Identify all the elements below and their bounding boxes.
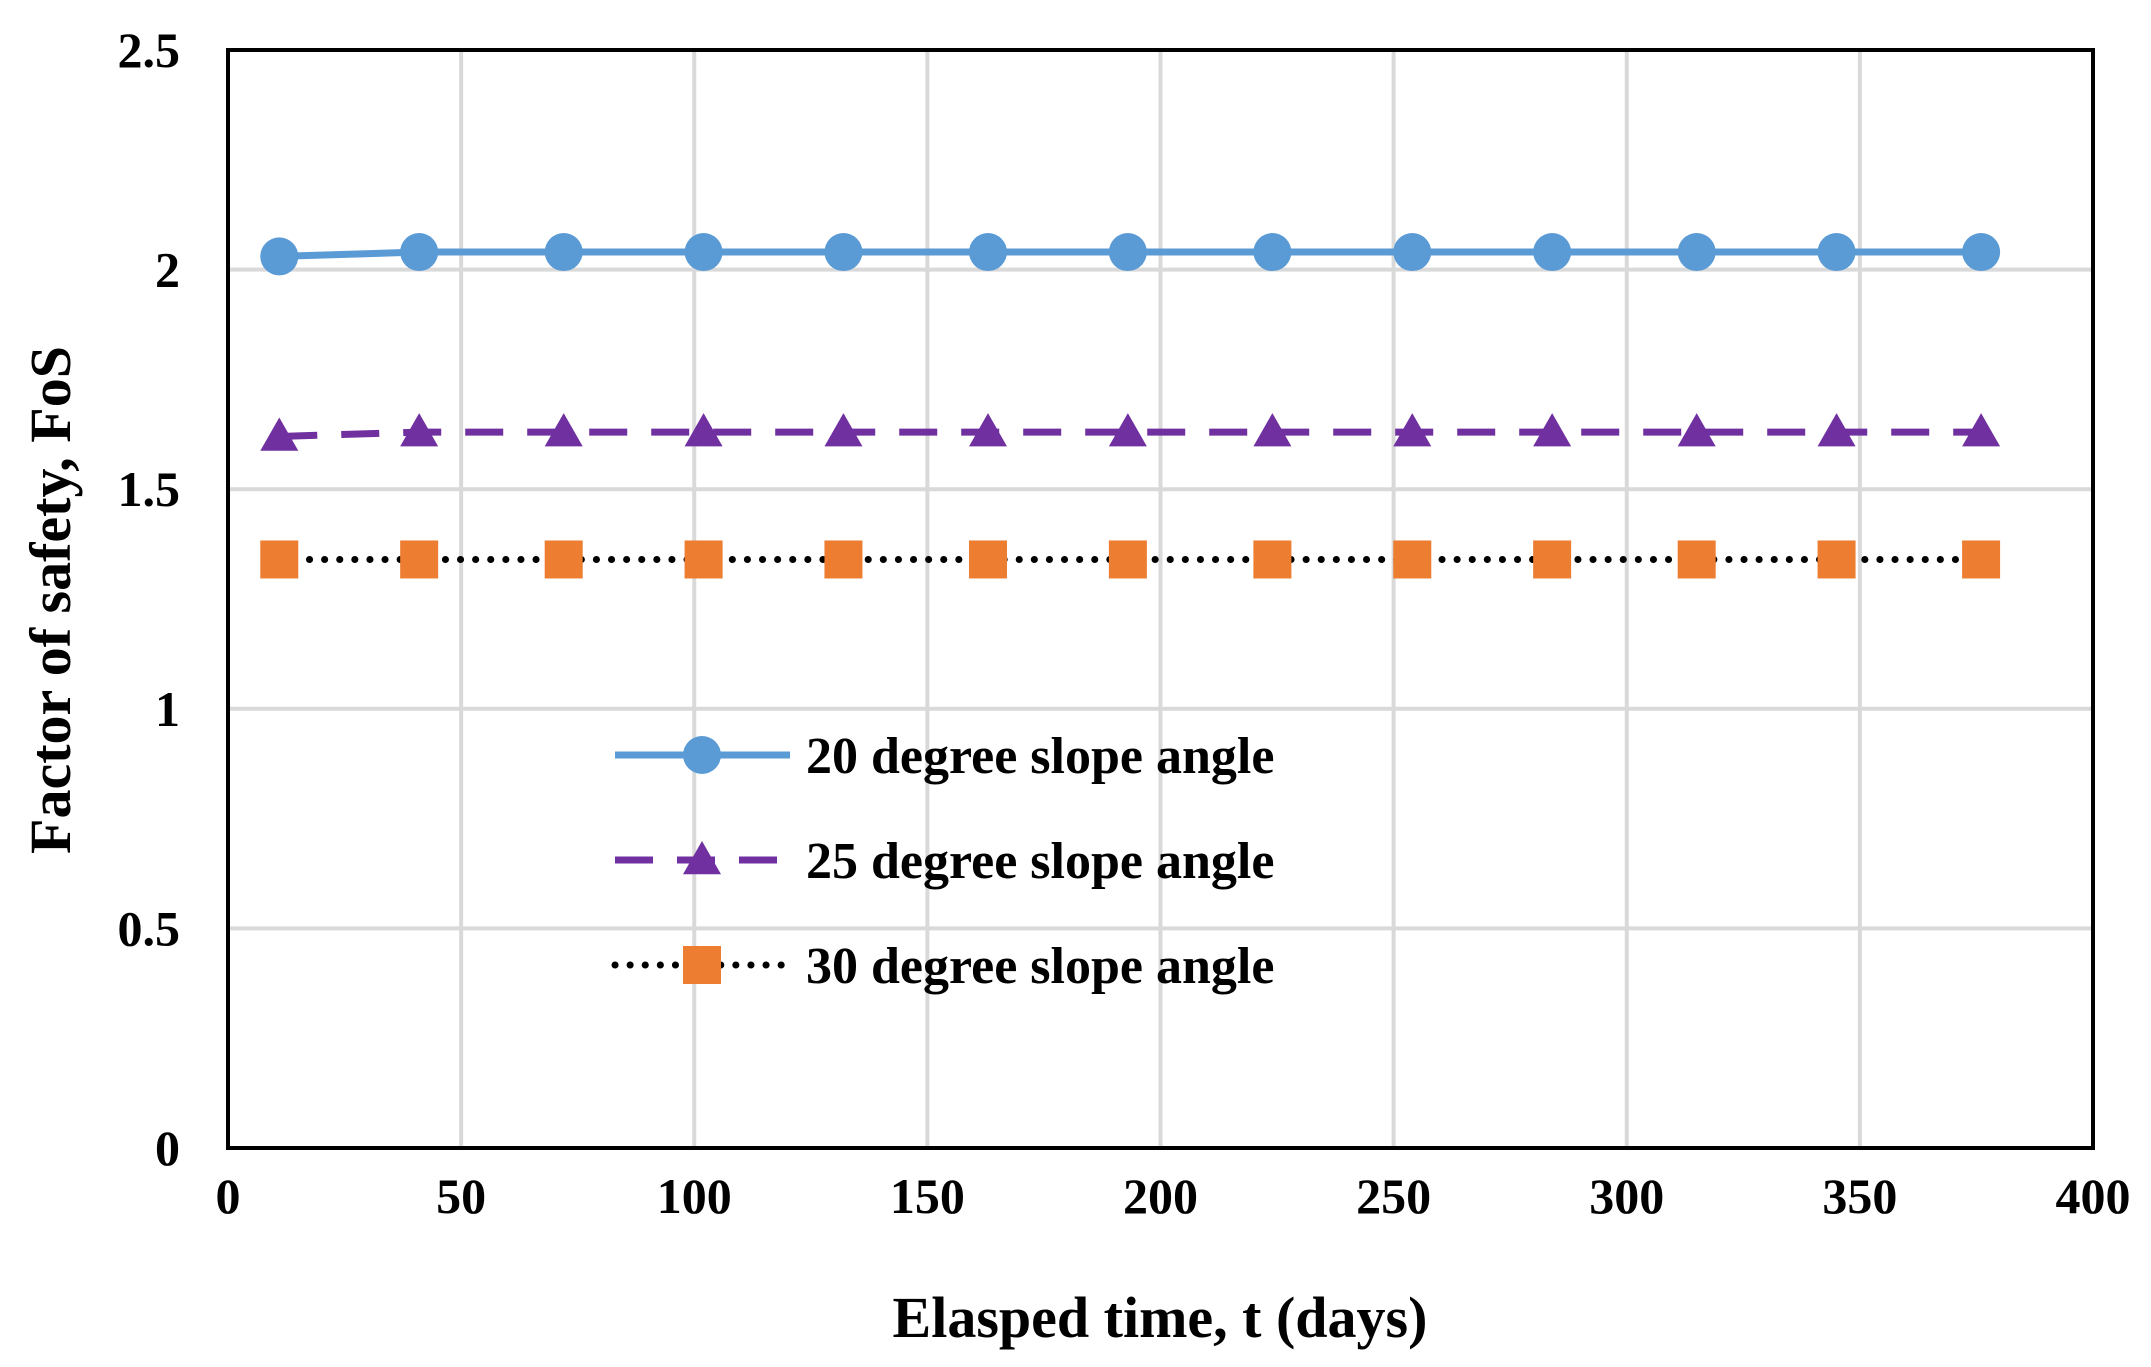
data-point: [400, 413, 439, 447]
data-point: [1108, 540, 1147, 579]
data-point: [1677, 233, 1716, 272]
legend: 20 degree slope angle 25 degree slope ang…: [611, 728, 1274, 995]
data-point: [1108, 413, 1147, 447]
data-point: [1817, 540, 1856, 579]
y-tick-label: 0: [155, 1120, 180, 1176]
data-point: [684, 233, 723, 272]
data-point: [1817, 413, 1856, 447]
x-tick-label: 100: [657, 1168, 732, 1224]
data-point: [1533, 540, 1572, 579]
x-tick-label: 200: [1123, 1168, 1198, 1224]
legend-entry: 30 degree slope angle: [611, 938, 1274, 995]
data-point: [400, 233, 439, 272]
data-point: [824, 413, 863, 447]
y-tick-label: 1: [155, 681, 180, 737]
data-point: [684, 540, 723, 579]
data-point: [544, 540, 583, 579]
x-tick-label: 0: [216, 1168, 241, 1224]
x-axis-title: Elasped time, t (days): [893, 1285, 1428, 1350]
series-layer: [260, 233, 2001, 579]
data-point: [824, 233, 863, 272]
data-point: [1393, 413, 1432, 447]
legend-marker: [683, 946, 721, 984]
data-point: [1253, 233, 1292, 272]
x-tick-label: 50: [436, 1168, 486, 1224]
data-point: [968, 540, 1007, 579]
data-point: [1962, 540, 2001, 579]
data-point: [1393, 233, 1432, 272]
x-tick-label: 350: [1822, 1168, 1897, 1224]
data-point: [260, 237, 299, 276]
data-point: [968, 233, 1007, 272]
series-1: [260, 233, 2001, 276]
y-tick-label: 2: [155, 242, 180, 298]
x-tick-label: 400: [2056, 1168, 2131, 1224]
legend-label: 25 degree slope angle: [806, 833, 1274, 890]
legend-marker: [683, 841, 721, 875]
data-point: [1393, 540, 1432, 579]
legend-entry: 25 degree slope angle: [615, 833, 1274, 890]
data-point: [1253, 413, 1292, 447]
x-tick-label: 150: [890, 1168, 965, 1224]
data-point: [400, 540, 439, 579]
data-point: [1533, 413, 1572, 447]
data-point: [1962, 233, 2001, 272]
data-point: [260, 417, 299, 451]
data-point: [260, 540, 299, 579]
series-3: [260, 540, 2001, 579]
data-point: [1677, 413, 1716, 447]
tick-labels: 0 50 100 150 200 250 300 350 400 0 0.5 1 1.5 2 2.5: [118, 22, 2131, 1224]
legend-marker: [683, 736, 721, 774]
data-point: [684, 413, 723, 447]
data-point: [544, 233, 583, 272]
y-axis-title: Factor of safety, FoS: [18, 346, 83, 854]
data-point: [1253, 540, 1292, 579]
y-tick-label: 1.5: [118, 461, 181, 517]
data-point: [824, 540, 863, 579]
data-point: [1108, 233, 1147, 272]
x-tick-label: 250: [1356, 1168, 1431, 1224]
legend-label: 30 degree slope angle: [806, 938, 1274, 995]
legend-entry: 20 degree slope angle: [615, 728, 1274, 785]
y-tick-label: 2.5: [118, 22, 181, 78]
data-point: [1533, 233, 1572, 272]
series-2: [260, 413, 2001, 451]
x-tick-label: 300: [1589, 1168, 1664, 1224]
plot-area-frame: [226, 48, 2095, 1150]
data-point: [1962, 413, 2001, 447]
data-point: [1817, 233, 1856, 272]
y-tick-label: 0.5: [118, 900, 181, 956]
legend-label: 20 degree slope angle: [806, 728, 1274, 785]
data-point: [1677, 540, 1716, 579]
data-point: [544, 413, 583, 447]
data-point: [968, 413, 1007, 447]
gridlines: [228, 50, 2093, 1148]
